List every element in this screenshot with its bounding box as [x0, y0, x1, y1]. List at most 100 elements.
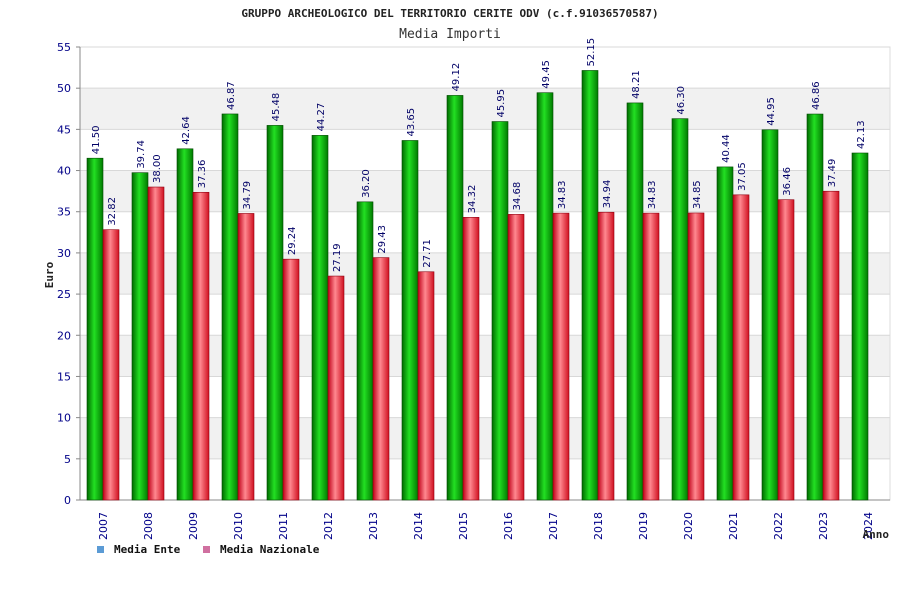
y-tick-label: 45 [57, 123, 71, 136]
bar-media-nazionale-2017 [552, 212, 570, 501]
plot-band [80, 417, 890, 459]
data-label-media-nazionale-2023: 37.49 [827, 159, 838, 188]
data-label-media-nazionale-2008: 38.00 [152, 154, 163, 183]
data-label-media-ente-2007: 41.50 [91, 126, 102, 155]
y-tick-label: 35 [57, 206, 71, 219]
data-label-media-nazionale-2015: 34.32 [467, 185, 478, 214]
bar-media-ente-2019 [626, 102, 644, 501]
bar-media-ente-2018 [581, 70, 599, 501]
y-tick-label: 0 [64, 494, 71, 507]
x-tick-label: 2022 [772, 512, 785, 540]
data-label-media-ente-2008: 39.74 [136, 140, 147, 169]
x-tick-label: 2017 [547, 512, 560, 540]
x-tick-label: 2019 [637, 512, 650, 540]
x-tick-label: 2020 [682, 512, 695, 540]
bar-media-nazionale-2023 [822, 190, 840, 501]
bar-media-nazionale-2022 [777, 199, 795, 501]
bar-media-nazionale-2015 [462, 217, 480, 501]
x-tick-label: 2007 [97, 512, 110, 540]
chart-title: GRUPPO ARCHEOLOGICO DEL TERRITORIO CERIT… [241, 7, 658, 20]
bar-media-nazionale-2019 [642, 212, 660, 501]
data-label-media-ente-2020: 46.30 [676, 86, 687, 115]
bar-media-nazionale-2010 [237, 213, 255, 501]
plot-band [80, 252, 890, 295]
data-label-media-ente-2017: 49.45 [541, 60, 552, 89]
data-label-media-ente-2016: 45.95 [496, 89, 507, 118]
bar-media-nazionale-2013 [372, 257, 390, 501]
y-tick-label: 50 [57, 82, 71, 95]
plot-band [80, 88, 890, 130]
bar-media-nazionale-2016 [507, 214, 525, 501]
x-tick-label: 2013 [367, 512, 380, 540]
data-label-media-nazionale-2014: 27.71 [422, 239, 433, 268]
x-axis-label: Anno [863, 528, 890, 541]
y-tick-label: 15 [57, 370, 71, 383]
bar-media-nazionale-2020 [687, 212, 705, 501]
data-label-media-ente-2013: 36.20 [361, 169, 372, 198]
y-tick-label: 10 [57, 412, 71, 425]
data-label-media-ente-2019: 48.21 [631, 70, 642, 99]
data-label-media-nazionale-2012: 27.19 [332, 243, 343, 272]
bar-media-ente-2009 [176, 148, 194, 501]
bar-media-nazionale-2008 [147, 186, 165, 501]
y-tick-label: 40 [57, 165, 71, 178]
plot-band [80, 170, 890, 212]
x-tick-label: 2012 [322, 512, 335, 540]
legend: Media Ente Media Nazionale [97, 543, 320, 556]
x-tick-label: 2023 [817, 512, 830, 540]
bar-media-ente-2020 [671, 118, 689, 501]
data-label-media-nazionale-2018: 34.94 [602, 180, 613, 209]
data-label-media-ente-2015: 49.12 [451, 63, 462, 92]
data-label-media-nazionale-2010: 34.79 [242, 181, 253, 210]
bar-media-ente-2010 [221, 113, 239, 501]
bar-media-ente-2022 [761, 129, 779, 501]
data-label-media-nazionale-2016: 34.68 [512, 182, 523, 211]
data-labels: 41.50 32.82 39.74 38.00 42.64 37.36 46.87 34.79… [91, 38, 867, 272]
x-tick-label: 2008 [142, 512, 155, 540]
y-tick-labels: 0 5 10 15 20 25 30 35 40 45 50 55 [57, 41, 71, 507]
grid-lines [76, 46, 890, 501]
legend-label-media-ente: Media Ente [114, 543, 181, 556]
plot-band [80, 335, 890, 377]
bar-media-ente-2021 [716, 166, 734, 501]
x-tick-label: 2018 [592, 512, 605, 540]
data-label-media-nazionale-2009: 37.36 [197, 160, 208, 189]
data-label-media-ente-2023: 46.86 [811, 81, 822, 110]
plot-band [80, 458, 890, 500]
bar-media-nazionale-2007 [102, 229, 120, 501]
bar-media-ente-2013 [356, 201, 374, 501]
bar-media-ente-2012 [311, 135, 329, 501]
x-tick-labels: 2007 2008 2009 2010 2011 2012 2013 2014 2015 2016… [97, 512, 875, 540]
data-label-media-nazionale-2022: 36.46 [782, 167, 793, 196]
data-label-media-ente-2012: 44.27 [316, 103, 327, 132]
x-tick-label: 2015 [457, 512, 470, 540]
data-label-media-nazionale-2011: 29.24 [287, 227, 298, 256]
data-label-media-ente-2009: 42.64 [181, 116, 192, 145]
data-label-media-ente-2021: 40.44 [721, 134, 732, 163]
bar-media-ente-2015 [446, 95, 464, 501]
bar-media-ente-2011 [266, 125, 284, 501]
data-label-media-ente-2018: 52.15 [586, 38, 597, 67]
bar-media-ente-2023 [806, 113, 824, 501]
x-tick-label: 2021 [727, 512, 740, 540]
data-label-media-nazionale-2020: 34.85 [692, 180, 703, 209]
y-tick-label: 55 [57, 41, 71, 54]
bar-media-nazionale-2012 [327, 275, 345, 501]
bar-media-nazionale-2018 [597, 211, 615, 501]
bar-media-ente-2016 [491, 121, 509, 501]
bar-media-ente-2008 [131, 172, 149, 501]
data-label-media-nazionale-2007: 32.82 [107, 197, 118, 226]
plot-background [79, 46, 891, 501]
bar-media-nazionale-2014 [417, 271, 435, 501]
y-axis-label: Euro [43, 261, 56, 288]
plot-band [80, 376, 890, 418]
data-label-media-ente-2011: 45.48 [271, 93, 282, 122]
data-label-media-nazionale-2019: 34.83 [647, 180, 658, 209]
y-tick-label: 20 [57, 329, 71, 342]
bar-media-nazionale-2009 [192, 191, 210, 501]
bar-media-nazionale-2021 [732, 194, 750, 501]
x-tick-label: 2010 [232, 512, 245, 540]
legend-swatch-media-nazionale [203, 546, 210, 553]
data-label-media-nazionale-2021: 37.05 [737, 162, 748, 191]
data-label-media-ente-2010: 46.87 [226, 81, 237, 110]
